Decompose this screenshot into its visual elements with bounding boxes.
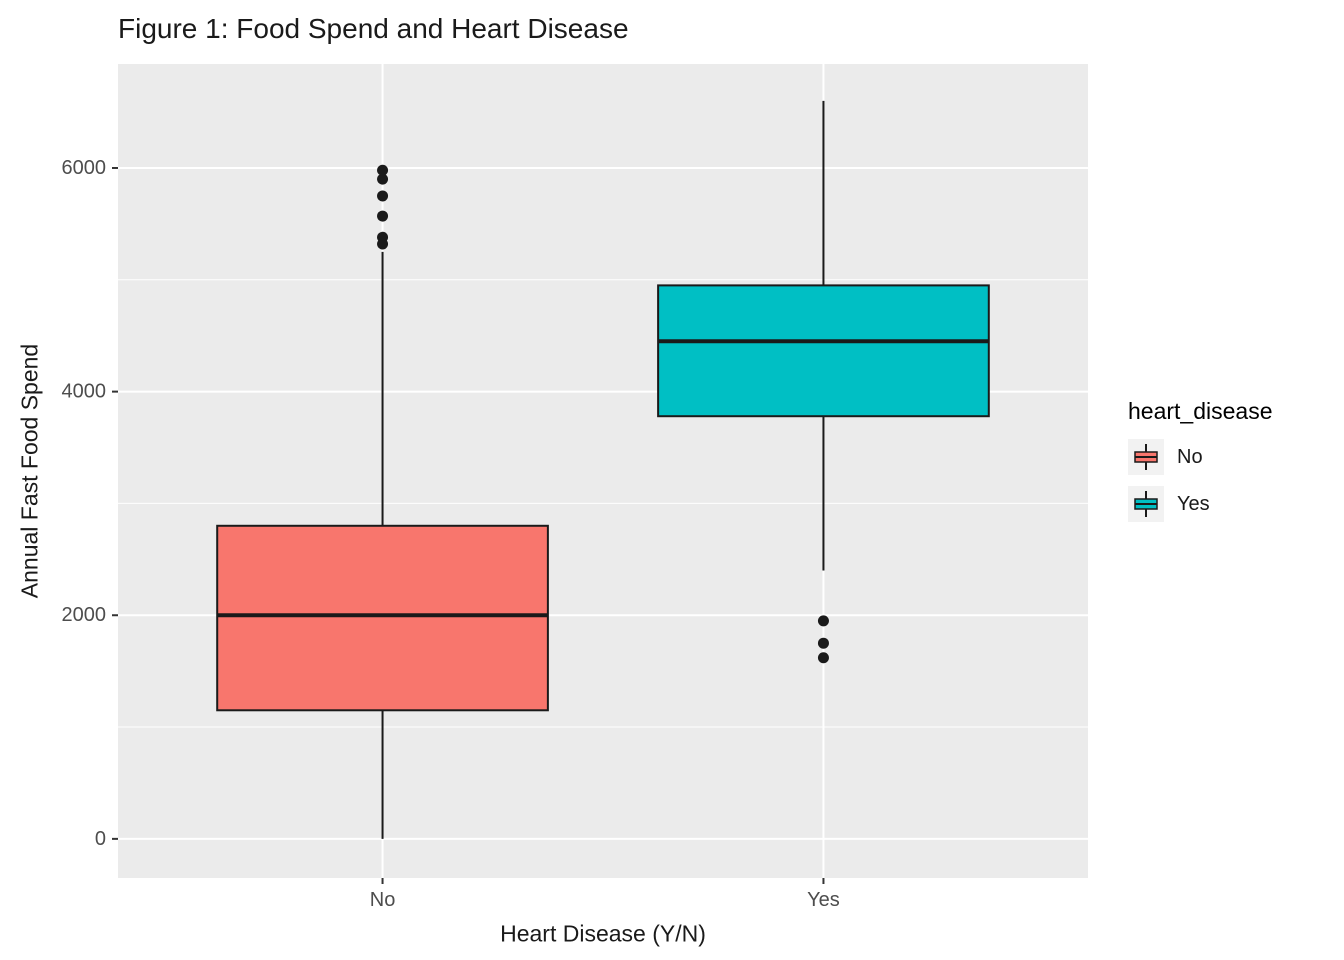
legend-item-no: No	[1128, 439, 1273, 475]
legend: heart_disease No Yes	[1128, 398, 1273, 533]
y-tick-label: 4000	[62, 381, 107, 403]
legend-keys: No Yes	[1128, 439, 1273, 522]
boxplot-yes	[657, 100, 990, 664]
y-tick-label: 2000	[62, 604, 107, 626]
outlier-point	[377, 210, 389, 222]
panel-background	[118, 64, 1088, 878]
x-tick-label: No	[370, 889, 396, 911]
x-axis-title: Heart Disease (Y/N)	[500, 920, 706, 947]
outlier-point	[377, 173, 389, 185]
outlier-point	[817, 615, 829, 627]
outlier-point	[817, 652, 829, 664]
chart-title: Figure 1: Food Spend and Heart Disease	[118, 13, 629, 44]
x-tick-label: Yes	[807, 889, 840, 911]
outlier-point	[377, 164, 389, 176]
legend-key-boxplot-glyph	[1128, 486, 1164, 522]
legend-key-boxplot-glyph	[1128, 439, 1164, 475]
y-axis-title: Annual Fast Food Spend	[16, 343, 43, 599]
legend-label: No	[1177, 445, 1203, 468]
legend-title: heart_disease	[1128, 398, 1273, 424]
outlier-point	[377, 238, 389, 250]
boxplot-no	[216, 164, 549, 839]
y-tick-label: 0	[95, 828, 106, 850]
outlier-point	[377, 190, 389, 202]
outlier-point	[817, 637, 829, 649]
y-tick-label: 6000	[62, 157, 107, 179]
iqr-box	[216, 524, 549, 712]
iqr-box	[657, 284, 990, 418]
legend-item-yes: Yes	[1128, 486, 1273, 522]
legend-label: Yes	[1177, 492, 1210, 515]
